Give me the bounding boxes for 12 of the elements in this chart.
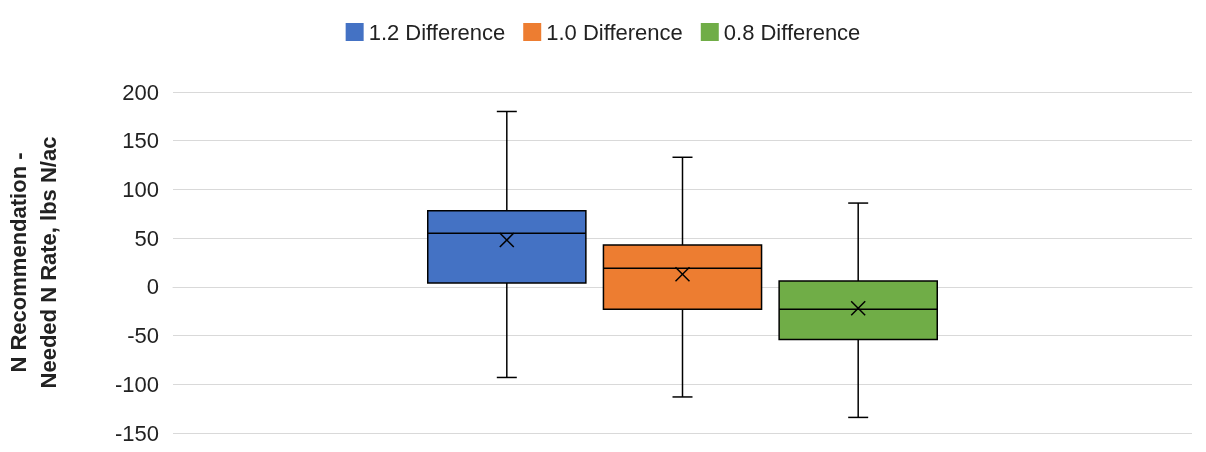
y-tick-label: 150 — [122, 128, 159, 154]
y-tick-label: -50 — [127, 323, 159, 349]
legend-label: 0.8 Difference — [723, 19, 861, 45]
y-axis-title: N Recommendation - Needed N Rate, lbs N/ac — [5, 136, 61, 389]
y-tick-label: 0 — [146, 274, 159, 300]
y-tick-label: 200 — [122, 79, 159, 105]
y-tick-label: -150 — [114, 420, 159, 446]
legend-label: 1.2 Difference — [368, 19, 506, 45]
legend-label: 1.0 Difference — [546, 19, 683, 45]
y-tick-label: 50 — [134, 225, 159, 251]
y-tick-label: 100 — [122, 176, 159, 202]
y-tick-label: -100 — [114, 371, 159, 397]
